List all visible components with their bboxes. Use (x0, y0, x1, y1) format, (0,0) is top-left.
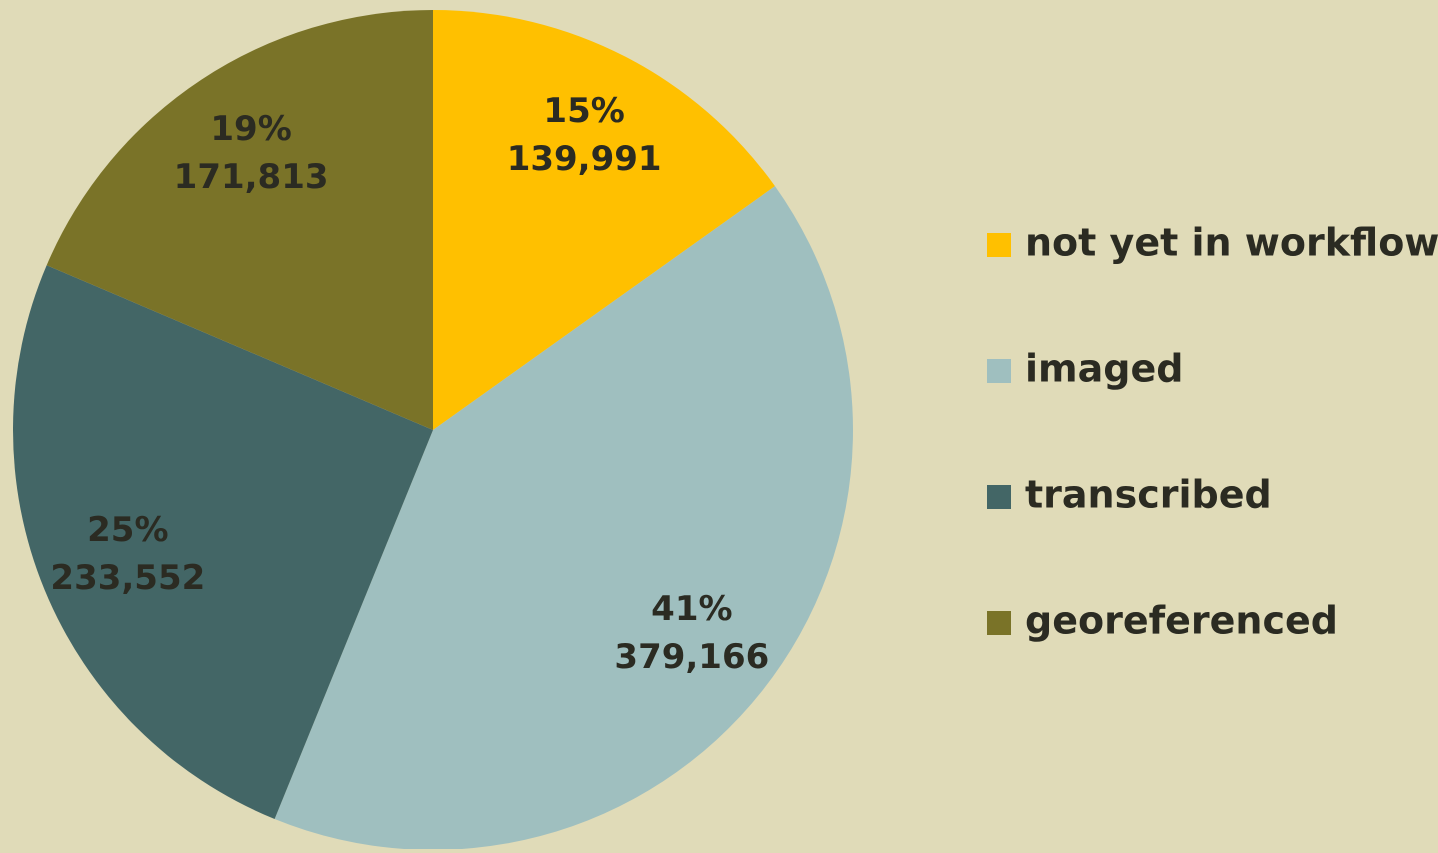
value-label: 171,813 (174, 157, 329, 197)
percent-label: 41% (651, 589, 732, 629)
legend-swatch (987, 233, 1011, 257)
pie-slice (12, 265, 433, 819)
legend-label: imaged (1025, 347, 1183, 391)
pie-slice (46, 10, 433, 430)
pie-slice (433, 10, 775, 430)
legend-swatch (987, 359, 1011, 383)
legend-swatch (987, 611, 1011, 635)
percent-label: 25% (87, 510, 168, 550)
legend-label: transcribed (1025, 473, 1272, 517)
value-label: 379,166 (614, 637, 769, 677)
pie-slice (274, 186, 854, 851)
percent-label: 15% (543, 91, 624, 131)
legend-swatch (987, 485, 1011, 509)
value-label: 233,552 (50, 558, 205, 598)
legend-label: not yet in workflow (1025, 221, 1438, 265)
percent-label: 19% (210, 109, 291, 149)
value-label: 139,991 (507, 139, 662, 179)
legend-label: georeferenced (1025, 599, 1338, 643)
